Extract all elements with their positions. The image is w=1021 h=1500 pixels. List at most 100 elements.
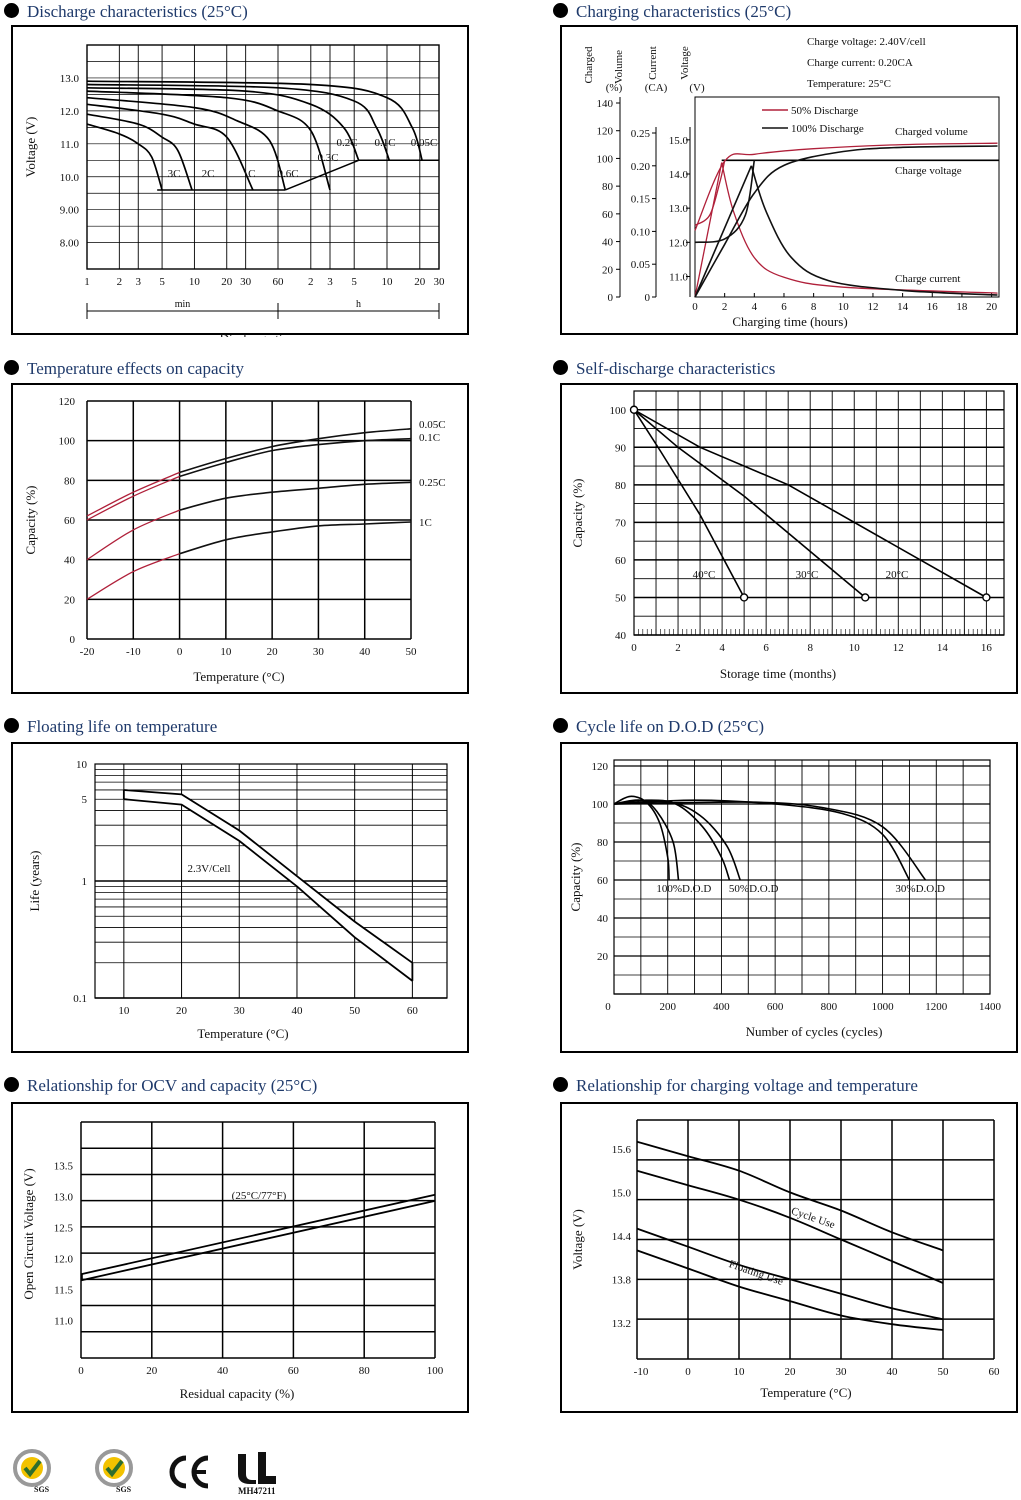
x-tick-label: 30 bbox=[234, 1005, 246, 1017]
y-tick-label: 40 bbox=[602, 237, 614, 249]
band-label: 2.3V/Cell bbox=[187, 863, 230, 875]
x-tick-label: 20 bbox=[267, 646, 279, 658]
bullet-icon bbox=[553, 718, 568, 733]
life-band-upper bbox=[123, 789, 413, 964]
plot-frame bbox=[86, 44, 440, 270]
ocv-line-upper bbox=[80, 1193, 436, 1276]
ul-number: MH47211 bbox=[238, 1486, 276, 1496]
y-axis-label: Life (years) bbox=[27, 851, 42, 912]
x-tick-label: 0 bbox=[177, 646, 183, 658]
x-tick-label: -20 bbox=[80, 646, 95, 658]
x-tick-label: 8 bbox=[811, 301, 817, 313]
bullet-icon bbox=[4, 1077, 19, 1092]
y-tick-label: 120 bbox=[597, 126, 614, 138]
plot-frame bbox=[694, 96, 1000, 298]
end-marker bbox=[739, 593, 749, 602]
section-title-chargetemp: Relationship for charging voltage and te… bbox=[553, 1076, 918, 1096]
bullet-icon bbox=[553, 360, 568, 375]
band-lower-Cycle Use bbox=[636, 1169, 944, 1284]
x-tick-label: 2 bbox=[722, 301, 728, 313]
x-tick-label: 6 bbox=[781, 301, 787, 313]
y-axis-label: Capacity (%) bbox=[568, 843, 583, 912]
title-text: Self-discharge characteristics bbox=[576, 359, 776, 378]
sgs-iso-badge-icon: SGS bbox=[95, 1449, 133, 1494]
x-tick-label: 0 bbox=[692, 301, 698, 313]
volume-100 bbox=[694, 145, 998, 298]
curve-0.05C bbox=[179, 428, 412, 474]
title-text: Relationship for charging voltage and te… bbox=[576, 1076, 918, 1095]
x-axis-label: Charging time (hours) bbox=[732, 314, 847, 329]
series-label: 1C bbox=[419, 517, 432, 529]
y-tick-label: 80 bbox=[64, 475, 76, 487]
header-label: Voltage bbox=[679, 46, 691, 80]
section-title-discharge: Discharge characteristics (25°C) bbox=[4, 2, 248, 22]
y-tick-label: 70 bbox=[615, 517, 627, 529]
x-unit-label: h bbox=[356, 299, 361, 310]
bullet-icon bbox=[553, 3, 568, 18]
y-tick-label: 13.0 bbox=[669, 203, 689, 215]
curve-30%D.O.D bbox=[613, 799, 911, 881]
x-tick-label: 5 bbox=[159, 276, 165, 288]
y-tick-label: 9.00 bbox=[60, 205, 80, 217]
x-unit-label: min bbox=[175, 299, 191, 310]
x-tick-label: 0 bbox=[78, 1365, 84, 1377]
x-tick-label: 50 bbox=[406, 646, 418, 658]
curve-1C bbox=[86, 103, 254, 191]
series-label: 0.2C bbox=[336, 137, 357, 149]
temperature-panel: -20 -10 0 10 20 30 40 50 120 100 80 60 40 20 0 Temperat… bbox=[11, 383, 469, 694]
y-tick-label: 10.0 bbox=[60, 172, 80, 184]
y-tick-label: 0 bbox=[645, 292, 651, 304]
x-tick-label: 10 bbox=[734, 1366, 746, 1378]
x-tick-label: 800 bbox=[821, 1001, 838, 1013]
x-tick-label: 30 bbox=[240, 276, 252, 288]
floating-chart: 10 20 30 40 50 60 10 5 1 0.1 Temperature (°C) Life … bbox=[27, 759, 448, 1041]
x-tick-label: 40 bbox=[217, 1365, 229, 1377]
x-tick-label: 60 bbox=[407, 1005, 419, 1017]
x-axis-label: Number of cycles (cycles) bbox=[746, 1024, 883, 1039]
y-tick-label: 120 bbox=[59, 396, 76, 408]
x-tick-label: -10 bbox=[634, 1366, 649, 1378]
series-label: 0.05C bbox=[419, 419, 446, 431]
curve-label: Charged volume bbox=[895, 126, 968, 138]
y-tick-label: 80 bbox=[602, 181, 614, 193]
title-text: Floating life on temperature bbox=[27, 717, 218, 736]
x-tick-label: 20 bbox=[221, 276, 233, 288]
bullet-icon bbox=[4, 360, 19, 375]
x-tick-label: 10 bbox=[118, 1005, 130, 1017]
x-tick-label: 0 bbox=[631, 642, 637, 654]
life-band-lower bbox=[123, 798, 413, 982]
y-tick-label: 40 bbox=[615, 630, 627, 642]
y-tick-label: 80 bbox=[615, 480, 627, 492]
x-tick-label: 50 bbox=[349, 1005, 361, 1017]
x-tick-label: 20 bbox=[414, 276, 426, 288]
y-tick-label: 0.15 bbox=[631, 194, 651, 206]
title-text: Charging characteristics (25°C) bbox=[576, 2, 792, 21]
y-tick-label: 60 bbox=[602, 209, 614, 221]
cycle-panel: 0 200 400 600 800 1000 1200 1400 120 100 80 60 40 20 N… bbox=[560, 742, 1018, 1053]
end-marker bbox=[861, 593, 870, 602]
temperature-chart: -20 -10 0 10 20 30 40 50 120 100 80 60 40 20 0 Temperat… bbox=[23, 396, 446, 684]
band-lower-Floating Use bbox=[636, 1249, 944, 1331]
x-tick-label: 3 bbox=[327, 276, 333, 288]
curve-0.1C bbox=[179, 437, 412, 478]
x-tick-label: 12 bbox=[867, 301, 878, 313]
x-tick-label: 30 bbox=[313, 646, 325, 658]
x-tick-label: 20 bbox=[785, 1366, 797, 1378]
chargetemp-panel: -10 0 10 20 30 40 50 60 15.6 15.0 14.4 13.8 13.2 Temp… bbox=[560, 1102, 1018, 1413]
y-tick-label: 1 bbox=[82, 876, 88, 888]
y-tick-label: 8.00 bbox=[60, 238, 80, 250]
header-label: (%) bbox=[606, 82, 623, 94]
series-label: 40°C bbox=[693, 569, 716, 581]
series-label: 20°C bbox=[886, 569, 909, 581]
x-tick-label: 4 bbox=[752, 301, 758, 313]
series-label: 3C bbox=[168, 168, 181, 180]
y-tick-label: 14.4 bbox=[612, 1231, 632, 1243]
y-tick-label: 11.0 bbox=[60, 139, 79, 151]
charging-chart: Charged Volume(%)Current(CA)Voltage(V)140… bbox=[583, 36, 1000, 329]
x-tick-label: 0 bbox=[685, 1366, 691, 1378]
y-tick-label: 15.0 bbox=[669, 135, 689, 147]
band-upper-Floating Use bbox=[636, 1227, 944, 1321]
y-tick-label: 13.0 bbox=[60, 73, 80, 85]
series-label: 0.6C bbox=[277, 168, 298, 180]
x-tick-label: 400 bbox=[713, 1001, 730, 1013]
